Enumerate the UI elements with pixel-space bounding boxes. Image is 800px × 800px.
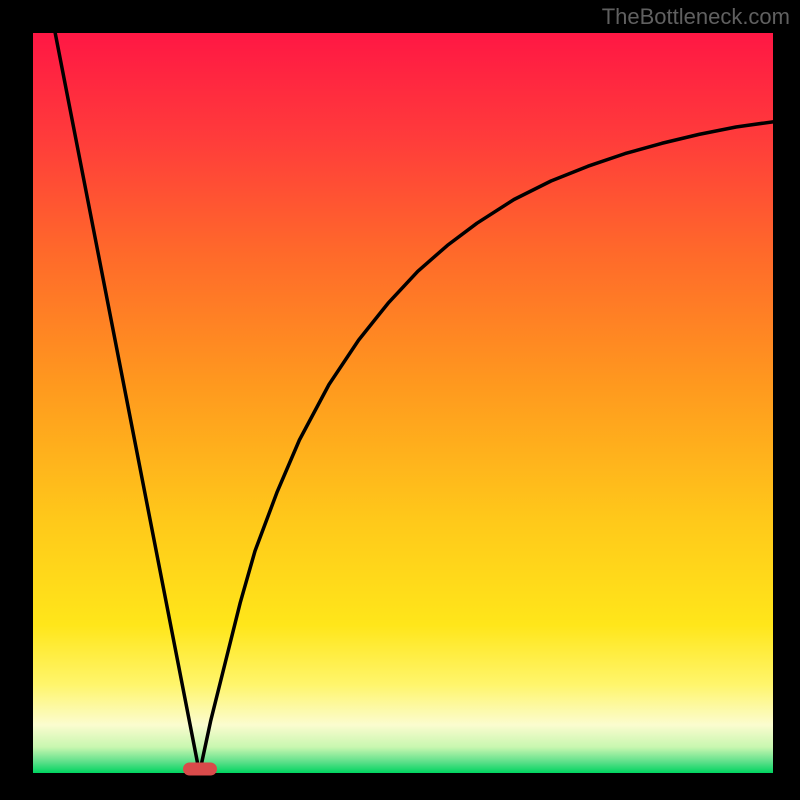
curve-overlay [33, 33, 773, 773]
watermark-text: TheBottleneck.com [602, 4, 790, 30]
plot-area [33, 33, 773, 773]
min-point-marker [183, 763, 217, 776]
chart-container: TheBottleneck.com [0, 0, 800, 800]
